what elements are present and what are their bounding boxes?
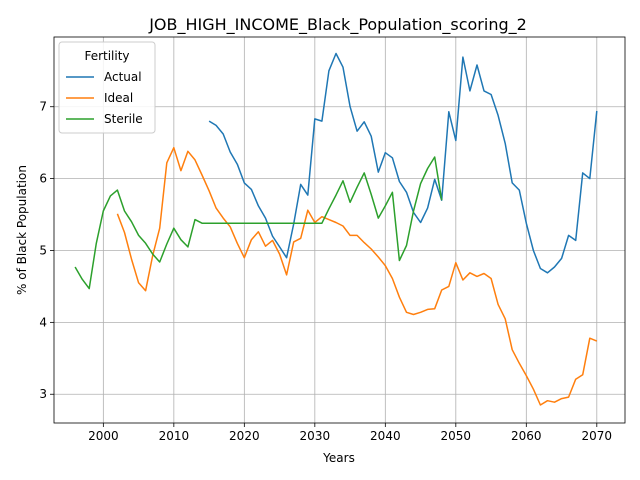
- x-tick-label: 2050: [441, 429, 472, 443]
- legend-title: Fertility: [84, 49, 129, 63]
- plot-area: [74, 52, 598, 406]
- axes-frame: [53, 36, 626, 424]
- legend-entries: Actual Ideal Sterile: [66, 70, 143, 126]
- y-axis-label: % of Black Population: [15, 165, 29, 295]
- x-tick-label: 2060: [511, 429, 542, 443]
- x-tick-label: 2000: [88, 429, 119, 443]
- x-axis: 2000 2010 2020 2030 2040 2050 2060 2070: [88, 423, 612, 443]
- legend: Fertility Actual Ideal Sterile: [58, 41, 156, 134]
- legend-box: [58, 41, 156, 134]
- x-tick-label: 2020: [229, 429, 260, 443]
- x-tick-label: 2040: [370, 429, 401, 443]
- series-line-sterile: [74, 156, 443, 290]
- y-axis: 3 4 5 6 7: [39, 100, 54, 401]
- y-tick-label: 5: [39, 243, 47, 257]
- legend-label-actual: Actual: [104, 70, 142, 84]
- y-tick-label: 4: [39, 315, 47, 329]
- x-tick-label: 2030: [300, 429, 331, 443]
- legend-label-ideal: Ideal: [104, 91, 133, 105]
- series-line-actual: [208, 52, 598, 274]
- chart-title: JOB_HIGH_INCOME_Black_Population_scoring…: [148, 15, 527, 35]
- x-axis-label: Years: [322, 451, 355, 465]
- legend-label-sterile: Sterile: [104, 112, 143, 126]
- series-line-ideal: [116, 146, 598, 406]
- grid: [54, 37, 625, 423]
- x-tick-label: 2070: [582, 429, 613, 443]
- y-tick-label: 7: [39, 100, 47, 114]
- x-tick-label: 2010: [159, 429, 190, 443]
- y-tick-label: 6: [39, 172, 47, 186]
- y-tick-label: 3: [39, 387, 47, 401]
